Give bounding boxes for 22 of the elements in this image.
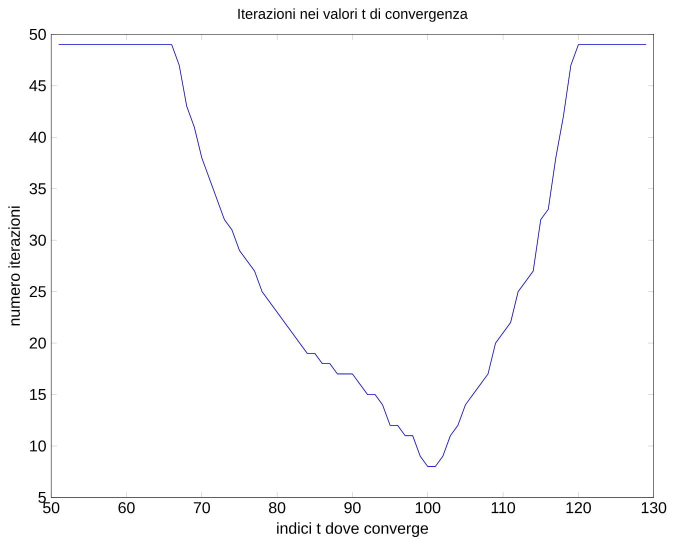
x-tick-label: 50 <box>43 502 60 514</box>
x-tick-label: 70 <box>194 502 210 514</box>
x-tick-label: 100 <box>416 502 440 514</box>
y-tick-label: 30 <box>30 234 46 246</box>
y-tick-label: 20 <box>30 337 46 348</box>
y-tick-label: 50 <box>30 28 46 40</box>
y-tick-label: 25 <box>30 286 46 298</box>
y-tick-label: 45 <box>29 80 46 92</box>
x-tick-label: 120 <box>566 502 591 514</box>
x-axis-title: indici t dove converge <box>277 522 428 537</box>
y-tick-label: 10 <box>30 440 46 452</box>
y-tick-label: 5 <box>38 492 46 503</box>
y-tick-label: 35 <box>30 182 46 194</box>
chart-title: Iterazioni nei valori t di convergenza <box>238 8 468 22</box>
x-tick-label: 80 <box>269 502 286 514</box>
y-tick-label: 40 <box>29 132 46 143</box>
y-axis-title: numero iterazioni <box>8 206 20 326</box>
x-tick-label: 60 <box>118 502 135 514</box>
x-tick-label: 90 <box>344 502 361 514</box>
x-tick-label: 130 <box>642 502 666 514</box>
x-tick-label: 110 <box>492 502 516 514</box>
y-tick-label: 15 <box>30 388 46 400</box>
